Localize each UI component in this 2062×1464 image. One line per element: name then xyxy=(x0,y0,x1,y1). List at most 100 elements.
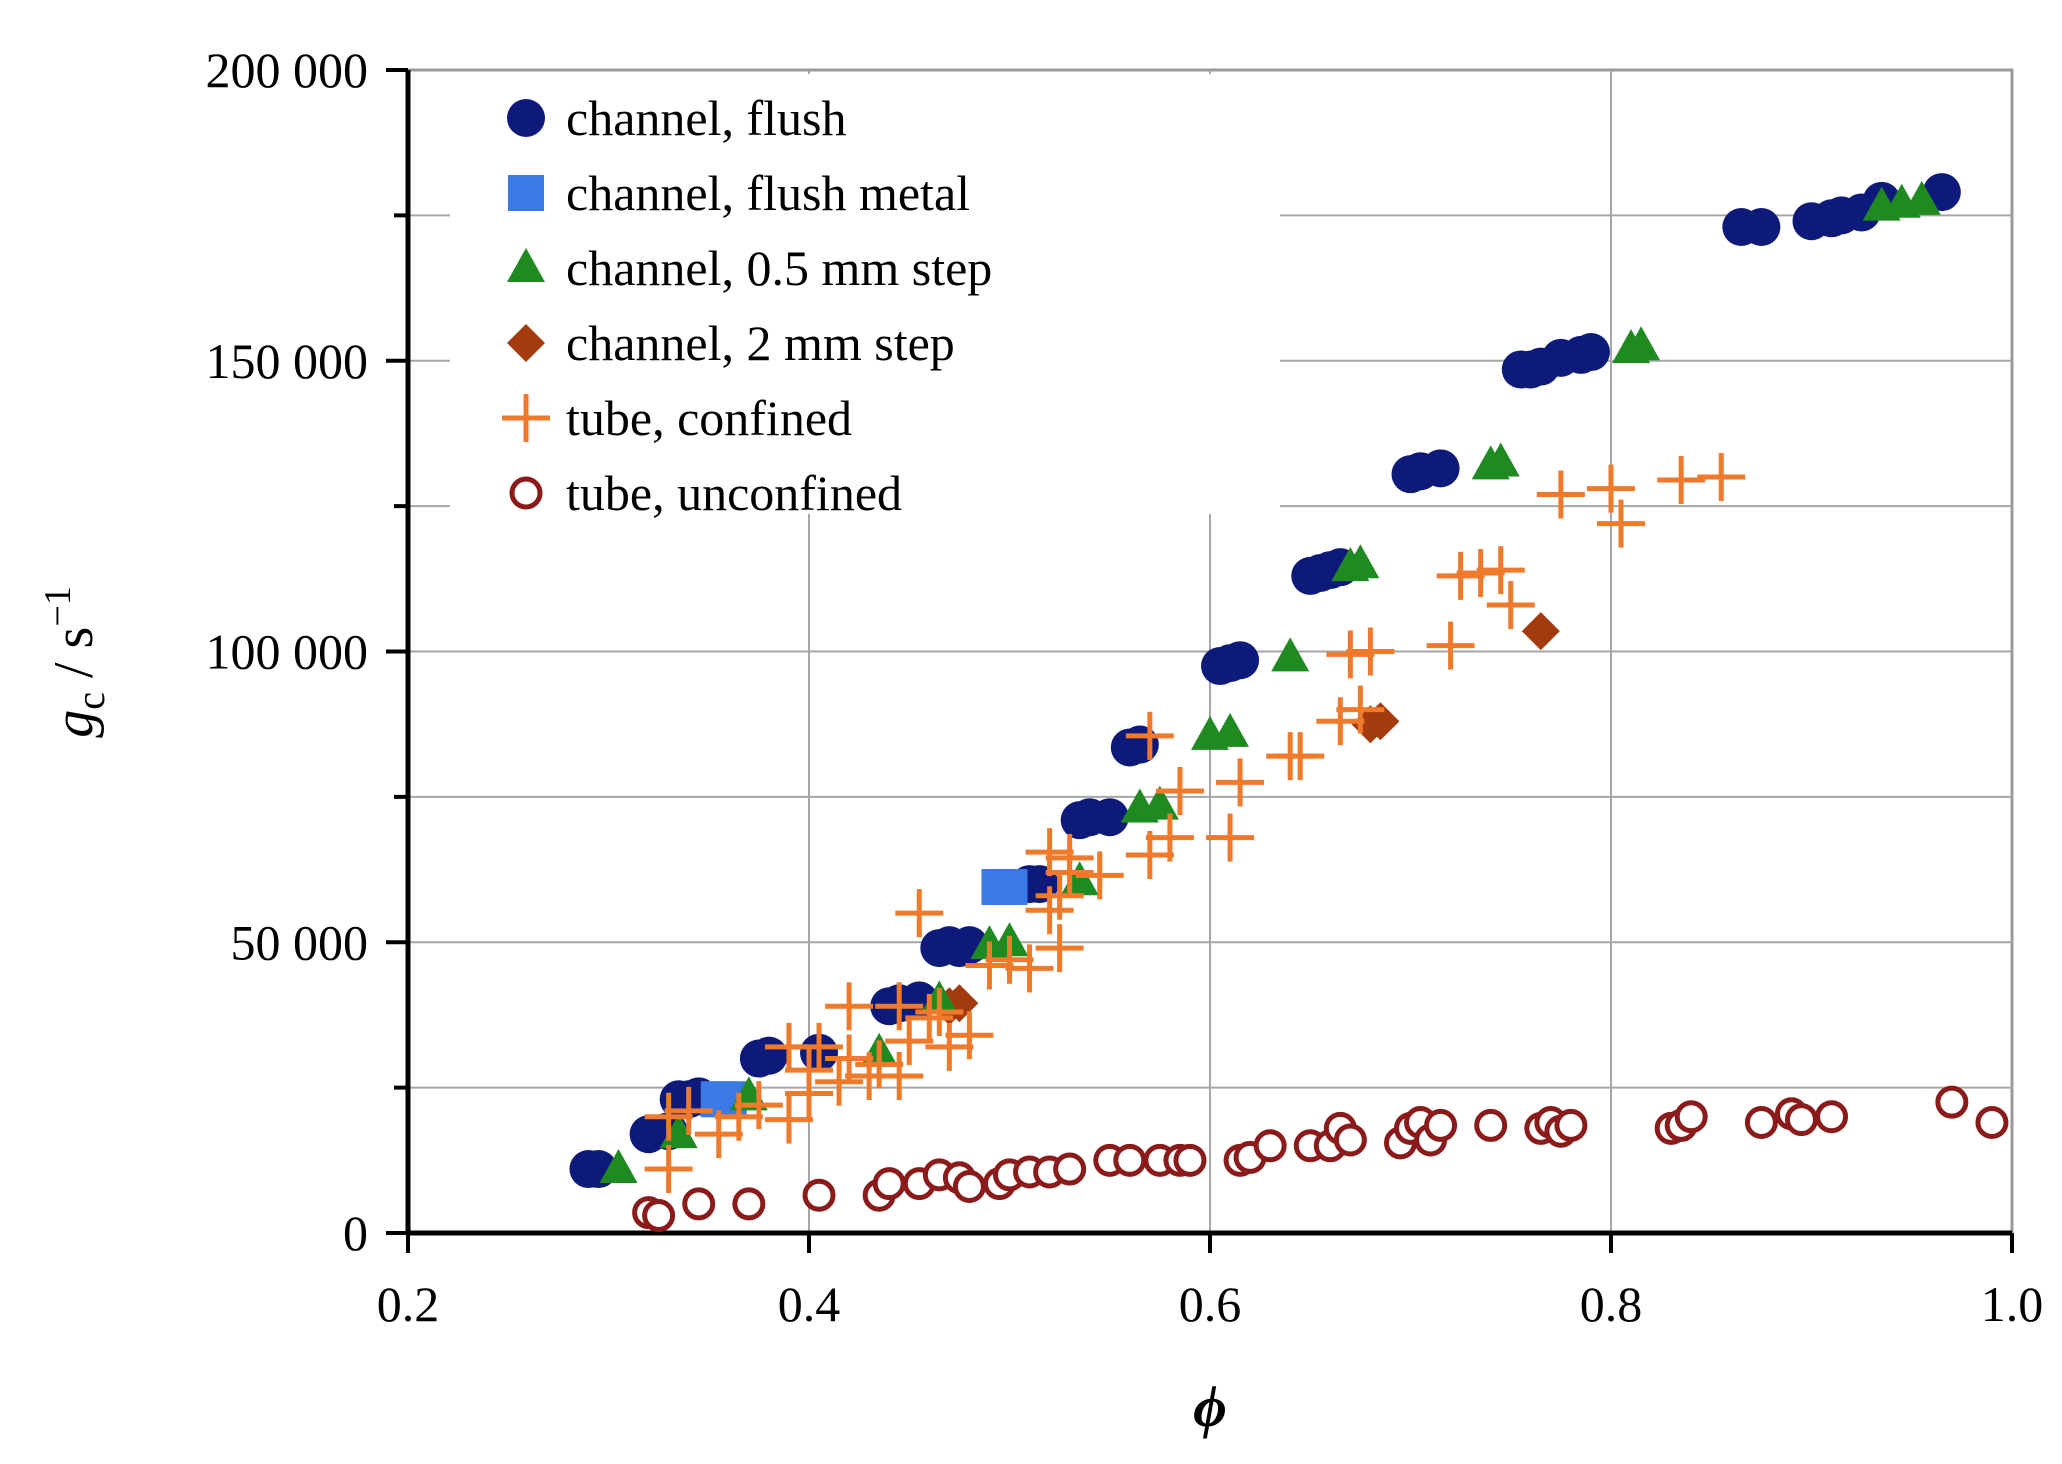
x-tick-label: 0.8 xyxy=(1580,1276,1643,1332)
data-point xyxy=(872,1167,906,1201)
legend-marker xyxy=(507,248,545,282)
data-point xyxy=(1486,580,1535,629)
data-point xyxy=(925,1022,974,1071)
data-point xyxy=(1276,732,1325,781)
data-point xyxy=(1253,1129,1287,1163)
data-point xyxy=(1902,180,1941,215)
data-point xyxy=(815,1057,864,1106)
data-point xyxy=(1346,627,1395,676)
data-point xyxy=(802,1178,836,1212)
data-point xyxy=(1597,499,1646,548)
data-point xyxy=(1025,828,1074,877)
data-point xyxy=(945,1011,994,1060)
data-points xyxy=(569,173,2009,1233)
data-point xyxy=(599,1149,638,1184)
data-point xyxy=(1571,333,1610,372)
data-point xyxy=(825,982,874,1031)
data-point xyxy=(714,1092,763,1141)
data-point xyxy=(1173,1143,1207,1177)
data-point xyxy=(1421,449,1460,488)
legend-label: channel, flush metal xyxy=(566,165,970,221)
legend-marker xyxy=(502,394,550,442)
data-point xyxy=(1436,551,1485,600)
data-point xyxy=(1211,712,1250,747)
data-point xyxy=(1481,442,1520,477)
data-point xyxy=(1456,548,1505,597)
data-point xyxy=(1216,758,1265,807)
data-point xyxy=(1424,1108,1458,1142)
data-point xyxy=(1113,1143,1147,1177)
series-5 xyxy=(632,1085,2009,1233)
data-point xyxy=(1341,544,1380,579)
axis-titles: ϕ gc / s−1 xyxy=(37,586,1227,1439)
data-point xyxy=(644,1092,693,1141)
data-point xyxy=(895,889,944,938)
data-point xyxy=(749,1036,788,1075)
data-point xyxy=(764,1095,813,1144)
data-point xyxy=(1744,1106,1778,1140)
data-point xyxy=(1140,785,1179,820)
data-point xyxy=(1035,924,1084,973)
data-point xyxy=(644,1145,693,1194)
data-point xyxy=(785,1046,833,1095)
data-point xyxy=(795,1022,844,1071)
data-point xyxy=(1784,1103,1818,1137)
data-point xyxy=(1426,621,1475,670)
data-point xyxy=(1622,326,1661,361)
data-point xyxy=(1975,1106,2009,1140)
data-point xyxy=(1206,813,1255,862)
data-point xyxy=(1697,453,1746,502)
legend-marker xyxy=(507,324,545,362)
y-tick-label: 50 000 xyxy=(231,914,369,970)
data-point xyxy=(1125,711,1174,760)
legend-label: tube, unconfined xyxy=(566,465,902,521)
y-tick-label: 100 000 xyxy=(206,624,369,680)
x-tick-label: 0.2 xyxy=(377,1276,440,1332)
data-point xyxy=(1155,767,1204,816)
data-point xyxy=(1271,637,1310,672)
data-point xyxy=(1336,685,1385,734)
data-point xyxy=(1005,944,1054,993)
data-point xyxy=(1587,464,1635,513)
data-point xyxy=(734,1081,783,1130)
data-point xyxy=(642,1199,676,1233)
data-point xyxy=(855,1040,904,1089)
data-point xyxy=(1221,641,1260,680)
data-point xyxy=(1476,546,1525,595)
data-point xyxy=(965,941,1014,990)
series-4 xyxy=(644,453,1746,1194)
data-point xyxy=(952,1169,986,1203)
legend-marker xyxy=(508,175,544,211)
data-point xyxy=(991,869,1028,906)
data-point xyxy=(905,993,954,1042)
data-point xyxy=(1333,1123,1367,1157)
data-point xyxy=(1045,833,1094,882)
data-point xyxy=(732,1187,766,1221)
data-point xyxy=(682,1187,716,1221)
x-axis-title: ϕ xyxy=(1193,1374,1227,1439)
data-point xyxy=(985,935,1034,984)
data-point xyxy=(1742,208,1781,247)
data-point xyxy=(1316,697,1365,746)
data-point xyxy=(1053,1152,1087,1186)
data-point xyxy=(1035,871,1084,920)
x-tick-label: 1.0 xyxy=(1981,1276,2044,1332)
legend-marker xyxy=(509,476,543,510)
legend-label: channel, 2 mm step xyxy=(566,315,955,371)
legend-label: channel, 0.5 mm step xyxy=(566,240,992,296)
data-point xyxy=(1657,455,1706,504)
data-point xyxy=(1120,725,1159,764)
data-point xyxy=(1474,1108,1508,1142)
data-point xyxy=(885,1017,934,1066)
data-point xyxy=(1674,1100,1708,1134)
data-point xyxy=(1521,612,1560,651)
legend: channel, flush channel, flush metal channe… xyxy=(450,74,1280,521)
series-1 xyxy=(700,869,1028,1118)
data-point xyxy=(1935,1085,1969,1119)
data-point xyxy=(1090,798,1129,837)
x-tick-label: 0.6 xyxy=(1179,1276,1242,1332)
data-point xyxy=(915,988,964,1037)
data-point xyxy=(1536,470,1585,519)
